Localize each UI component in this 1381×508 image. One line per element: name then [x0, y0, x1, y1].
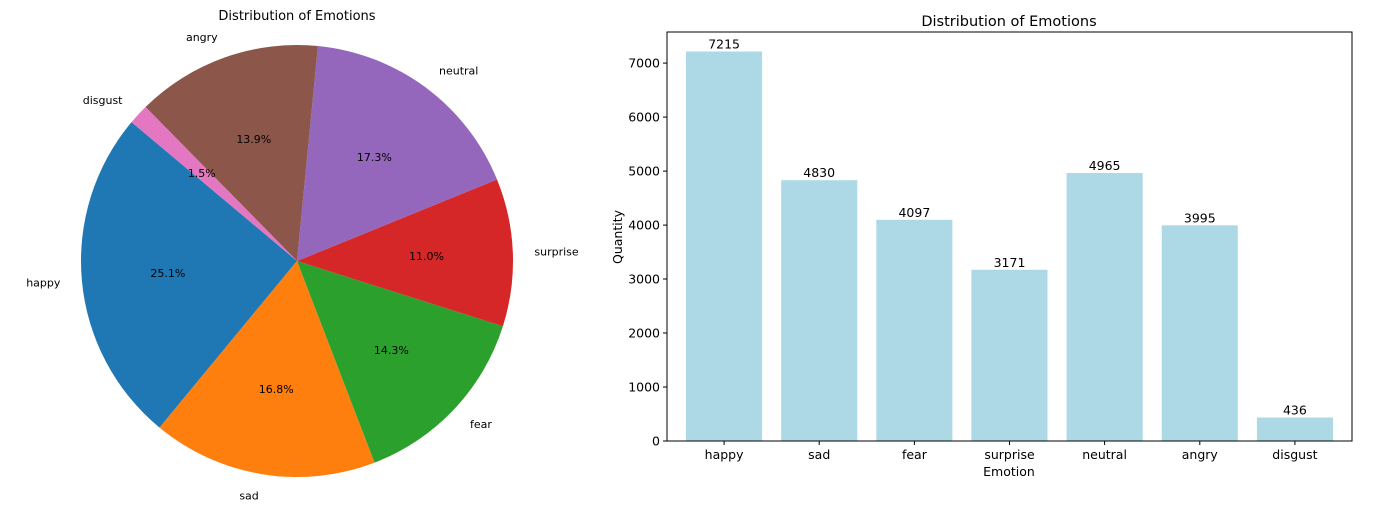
pie-category-label-happy: happy: [26, 277, 61, 290]
y-tick-label: 3000: [628, 272, 660, 287]
pie-slice-fear: [297, 261, 503, 463]
bar-fear: [876, 219, 953, 441]
x-tick-label-neutral: neutral: [1082, 447, 1127, 462]
pie-percent-label-surprise: 11.0%: [409, 250, 444, 263]
y-tick-label: 1000: [628, 380, 660, 395]
y-tick-label: 2000: [628, 326, 660, 341]
pie-slice-happy: [80, 122, 297, 428]
bar-value-label-disgust: 436: [1283, 403, 1307, 418]
pie-category-label-disgust: disgust: [83, 94, 123, 107]
x-axis-label: Emotion: [983, 464, 1035, 479]
pie-percent-label-disgust: 1.5%: [188, 167, 216, 180]
x-tick-label-fear: fear: [902, 447, 928, 462]
bar-happy: [686, 51, 763, 441]
pie-category-labels: happy sad fear surprise neutral angry disgust: [26, 31, 579, 503]
bar-value-label-surprise: 3171: [994, 255, 1026, 270]
y-tick-label: 7000: [628, 56, 660, 71]
x-tick-label-disgust: disgust: [1272, 447, 1317, 462]
bar-chart-title: Distribution of Emotions: [921, 14, 1096, 30]
y-tick-label: 5000: [628, 164, 660, 179]
bar-value-label-fear: 4097: [898, 205, 930, 220]
x-tick-label-surprise: surprise: [984, 447, 1035, 462]
bar-angry: [1161, 225, 1238, 441]
pie-percent-label-sad: 16.8%: [259, 383, 294, 396]
pie-slice-disgust: [131, 107, 297, 262]
bar-value-labels: 7215 4830 4097 3171 4965 3995 436: [708, 37, 1307, 418]
bar-surprise: [971, 269, 1048, 441]
bar-value-label-neutral: 4965: [1089, 158, 1121, 173]
pie-category-label-surprise: surprise: [534, 246, 579, 259]
pie-slice-angry: [145, 45, 318, 262]
x-tick-label-angry: angry: [1182, 447, 1219, 462]
y-tick-label: 4000: [628, 218, 660, 233]
bar-chart-panel: Distribution of Emotions 7215 4830 4097 317…: [610, 14, 1353, 479]
bar-value-label-angry: 3995: [1184, 210, 1216, 225]
bar-value-label-happy: 7215: [708, 37, 740, 52]
bar-value-label-sad: 4830: [803, 165, 835, 180]
pie-category-label-fear: fear: [470, 418, 492, 431]
x-axis-ticks: happy sad fear surprise neutral angry disgust: [705, 441, 1318, 462]
x-tick-label-sad: sad: [808, 447, 830, 462]
pie-percent-label-neutral: 17.3%: [357, 151, 392, 164]
pie-percent-label-angry: 13.9%: [236, 133, 271, 146]
y-tick-label: 6000: [628, 110, 660, 125]
pie-percent-labels: 25.1% 16.8% 14.3% 11.0% 17.3% 13.9% 1.5%: [150, 133, 444, 396]
pie-percent-label-fear: 14.3%: [374, 344, 409, 357]
pie-slice-surprise: [297, 179, 514, 327]
y-tick-label: 0: [652, 434, 660, 449]
bars: [686, 51, 1333, 441]
pie-slice-sad: [159, 261, 375, 478]
pie-slice-neutral: [297, 46, 498, 261]
bar-neutral: [1066, 173, 1143, 441]
y-axis-ticks: 0 1000 2000 3000 4000 5000 6000 7000: [628, 56, 667, 449]
pie-percent-label-happy: 25.1%: [150, 267, 185, 280]
bar-disgust: [1256, 417, 1333, 441]
pie-category-label-angry: angry: [186, 31, 218, 44]
pie-chart-panel: Distribution of Emotions 25.1% 16.8% 14.3%…: [26, 9, 579, 503]
pie-category-label-neutral: neutral: [439, 65, 478, 78]
pie-slices: [80, 45, 514, 478]
bar-sad: [781, 180, 858, 441]
y-axis-label: Quantity: [610, 209, 625, 264]
pie-chart-title: Distribution of Emotions: [218, 9, 375, 24]
pie-category-label-sad: sad: [239, 490, 258, 503]
x-tick-label-happy: happy: [705, 447, 744, 462]
